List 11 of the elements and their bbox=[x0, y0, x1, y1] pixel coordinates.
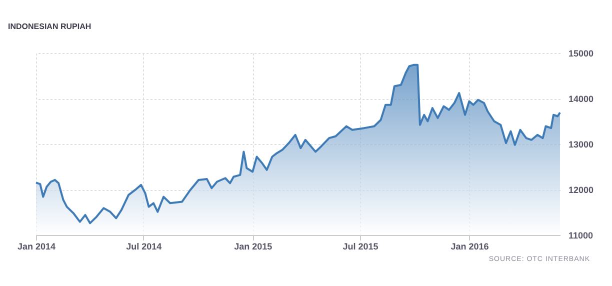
x-tick-label: Jan 2014 bbox=[17, 242, 56, 252]
y-tick-label: 11000 bbox=[568, 230, 594, 240]
chart-title: INDONESIAN RUPIAH bbox=[8, 22, 92, 31]
y-tick-label: 15000 bbox=[568, 48, 594, 58]
y-tick-label: 12000 bbox=[568, 185, 594, 195]
y-tick-label: 14000 bbox=[568, 94, 594, 104]
x-tick-label: Jan 2016 bbox=[450, 242, 489, 252]
x-tick-label: Jul 2015 bbox=[342, 242, 378, 252]
x-tick-label: Jan 2015 bbox=[234, 242, 272, 252]
y-tick-label: 13000 bbox=[568, 140, 594, 150]
x-tick-label: Jul 2014 bbox=[126, 242, 162, 252]
